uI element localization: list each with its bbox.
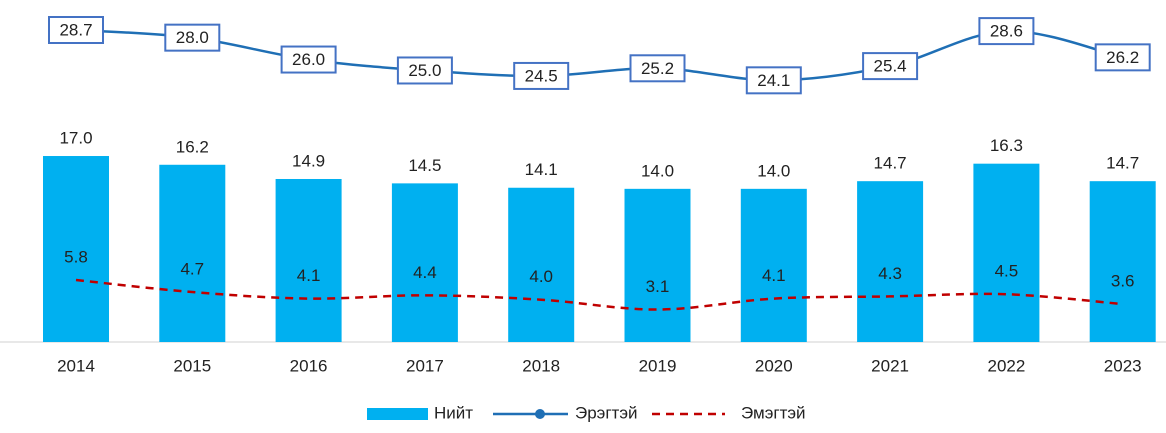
label-box bbox=[48, 16, 104, 44]
x-tick-label: 2015 bbox=[173, 356, 211, 375]
bar bbox=[624, 188, 691, 342]
x-tick-label: 2019 bbox=[639, 356, 677, 375]
bar-label: 14.0 bbox=[757, 161, 790, 180]
label-box bbox=[629, 54, 686, 83]
bar-label: 16.3 bbox=[990, 136, 1023, 155]
point-label: 24.1 bbox=[757, 71, 790, 90]
label-box bbox=[862, 52, 919, 81]
point-label: 26.0 bbox=[292, 50, 325, 69]
label-box bbox=[280, 45, 337, 74]
point-label: 4.1 bbox=[762, 266, 786, 285]
point-label: 25.0 bbox=[408, 61, 441, 80]
legend-marker bbox=[535, 409, 545, 419]
point-label: 25.4 bbox=[874, 57, 907, 76]
point-label: 4.4 bbox=[413, 263, 437, 282]
bar bbox=[973, 163, 1040, 342]
bar bbox=[740, 188, 807, 342]
point-label: 3.6 bbox=[1111, 272, 1135, 291]
point-label: 5.8 bbox=[64, 247, 88, 266]
label-box bbox=[1094, 43, 1151, 72]
point-label: 28.7 bbox=[59, 20, 92, 39]
bar-label: 16.2 bbox=[176, 137, 209, 156]
x-tick-label: 2017 bbox=[406, 356, 444, 375]
x-tick-label: 2018 bbox=[522, 356, 560, 375]
label-box bbox=[978, 17, 1035, 46]
male-line bbox=[75, 28, 1123, 82]
bar bbox=[43, 156, 109, 342]
label-box bbox=[164, 23, 221, 52]
bar-label: 14.5 bbox=[408, 156, 441, 175]
point-label: 4.1 bbox=[297, 266, 321, 285]
bar bbox=[857, 181, 924, 342]
legend-label: Эрэгтэй bbox=[575, 403, 638, 422]
point-label: 3.1 bbox=[646, 277, 670, 296]
x-tick-label: 2020 bbox=[755, 356, 793, 375]
bar-label: 14.0 bbox=[641, 161, 674, 180]
point-label: 4.3 bbox=[878, 264, 902, 283]
bar bbox=[1089, 181, 1156, 342]
legend-label: Эмэгтэй bbox=[741, 403, 806, 422]
x-tick-label: 2022 bbox=[987, 356, 1025, 375]
x-tick-label: 2021 bbox=[871, 356, 909, 375]
label-box bbox=[745, 66, 802, 95]
bar-label: 14.9 bbox=[292, 151, 325, 170]
bar-label: 14.7 bbox=[874, 154, 907, 173]
point-label: 28.0 bbox=[176, 28, 209, 47]
label-box bbox=[513, 61, 570, 90]
legend-label: Нийт bbox=[434, 403, 473, 422]
female-line bbox=[75, 278, 1123, 311]
point-label: 4.0 bbox=[529, 267, 553, 286]
bar-label: 17.0 bbox=[59, 129, 92, 148]
bar bbox=[275, 178, 342, 342]
label-box bbox=[396, 56, 453, 85]
point-label: 24.5 bbox=[525, 66, 558, 85]
bar bbox=[159, 164, 226, 342]
point-label: 25.2 bbox=[641, 59, 674, 78]
bar bbox=[391, 183, 458, 342]
legend-swatch bbox=[367, 408, 428, 420]
point-label: 28.6 bbox=[990, 22, 1023, 41]
x-tick-label: 2014 bbox=[57, 356, 95, 375]
point-label: 4.5 bbox=[995, 262, 1019, 281]
bar-label: 14.1 bbox=[525, 160, 558, 179]
bar bbox=[508, 187, 575, 342]
point-label: 26.2 bbox=[1106, 48, 1139, 67]
x-tick-label: 2023 bbox=[1104, 356, 1142, 375]
bar-label: 14.7 bbox=[1106, 154, 1139, 173]
point-label: 4.7 bbox=[180, 260, 204, 279]
x-tick-label: 2016 bbox=[290, 356, 328, 375]
